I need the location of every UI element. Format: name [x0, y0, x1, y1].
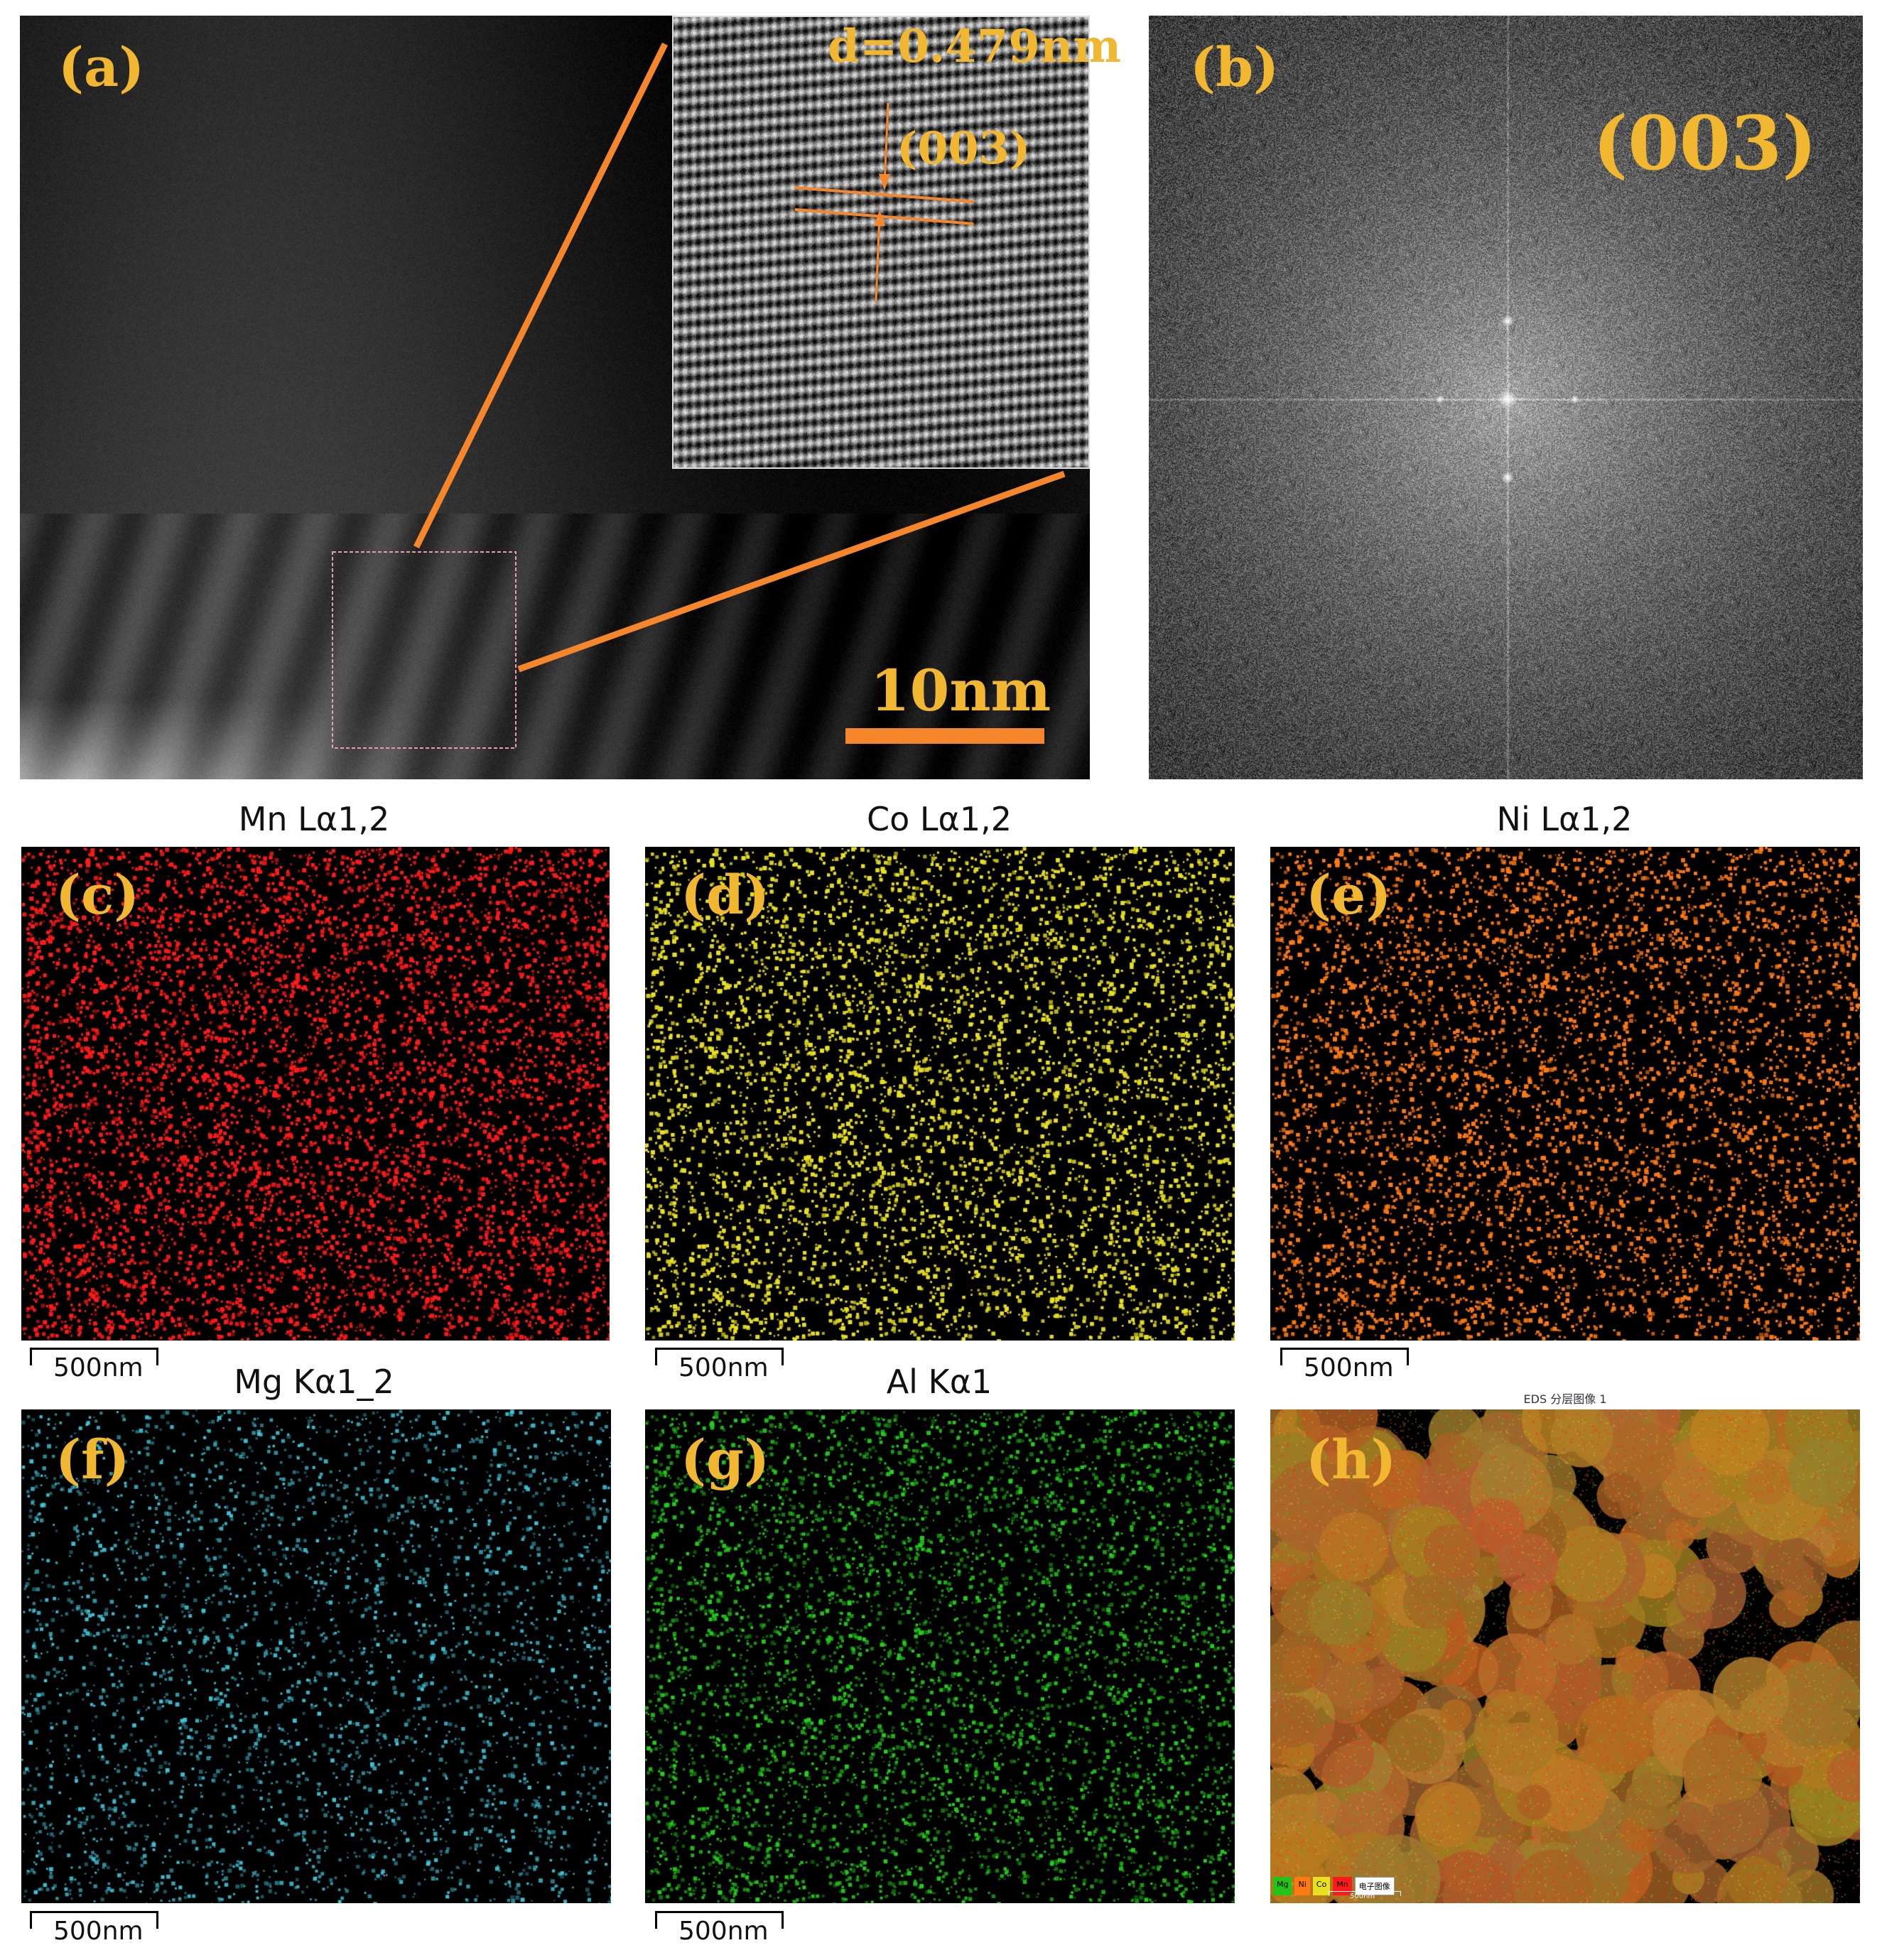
- scale-bar-c: [30, 1348, 158, 1365]
- legend-mn: Mn: [1333, 1877, 1352, 1895]
- lattice-line-2: [794, 208, 974, 225]
- panel-a-label: (a): [58, 36, 145, 99]
- panel-h-scale-bar: [1329, 1891, 1401, 1896]
- panel-b-plane-label: (003): [1593, 99, 1817, 187]
- map-title-mn: Mn Lα1,2: [238, 800, 390, 838]
- legend-mg: Mg: [1273, 1877, 1292, 1895]
- panel-b-label: (b): [1190, 36, 1280, 99]
- d-spacing-label: d=0.479nm: [828, 20, 1122, 73]
- panel-f-mg-map: [21, 1409, 611, 1903]
- legend-ni: Ni: [1294, 1877, 1310, 1895]
- panel-c-label: (c): [55, 863, 140, 926]
- panel-e-ni-map: [1270, 847, 1860, 1341]
- map-title-mg: Mg Kα1_2: [234, 1363, 394, 1401]
- scale-label-c: 500nm: [53, 1353, 144, 1382]
- panel-g-label: (g): [681, 1428, 770, 1491]
- map-title-ni: Ni Lα1,2: [1496, 800, 1633, 838]
- panel-f-label: (f): [55, 1428, 130, 1491]
- scale-bar-10nm: [845, 728, 1044, 744]
- scale-bar-e: [1280, 1348, 1409, 1365]
- arrow-bottom-shaft: [875, 212, 881, 303]
- zoom-box: [332, 551, 517, 749]
- panel-d-co-map: [645, 847, 1235, 1341]
- scale-bar-d: [655, 1348, 784, 1365]
- panel-h-caption: EDS 分层图像 1: [1523, 1392, 1607, 1406]
- panel-h-layered-image: [1270, 1409, 1860, 1903]
- map-title-co: Co Lα1,2: [867, 800, 1012, 838]
- scale-label-d: 500nm: [678, 1353, 769, 1382]
- scale-bar-f: [30, 1911, 158, 1929]
- arrow-bottom-head: [874, 210, 885, 226]
- panel-h-legend: Mg Ni Co Mn 电子图像: [1273, 1877, 1395, 1895]
- lattice-line-1: [794, 186, 974, 203]
- panel-a-plane-label: (003): [897, 122, 1031, 174]
- zoom-line-top: [413, 43, 669, 548]
- panel-a-inset-lattice: [672, 16, 1090, 469]
- panel-h-scale-label: 500nm: [1350, 1893, 1375, 1900]
- panel-c-mn-map: [21, 847, 610, 1341]
- arrow-top-shaft: [883, 102, 889, 185]
- legend-co: Co: [1312, 1877, 1331, 1895]
- panel-g-al-map: [645, 1409, 1235, 1903]
- scale-bar-label: 10nm: [870, 657, 1051, 724]
- scale-label-f: 500nm: [53, 1917, 144, 1946]
- panel-h-label: (h): [1306, 1428, 1397, 1491]
- zoom-line-bottom: [517, 470, 1066, 673]
- arrow-top-head: [879, 174, 890, 190]
- scale-label-g: 500nm: [678, 1917, 769, 1946]
- scale-bar-g: [655, 1911, 784, 1929]
- map-title-al: Al Kα1: [886, 1363, 993, 1401]
- panel-d-label: (d): [681, 863, 770, 926]
- legend-electron-image: 电子图像: [1354, 1877, 1395, 1895]
- panel-e-label: (e): [1306, 863, 1392, 926]
- scale-label-e: 500nm: [1304, 1353, 1394, 1382]
- panel-b-fft-image: [1149, 16, 1863, 779]
